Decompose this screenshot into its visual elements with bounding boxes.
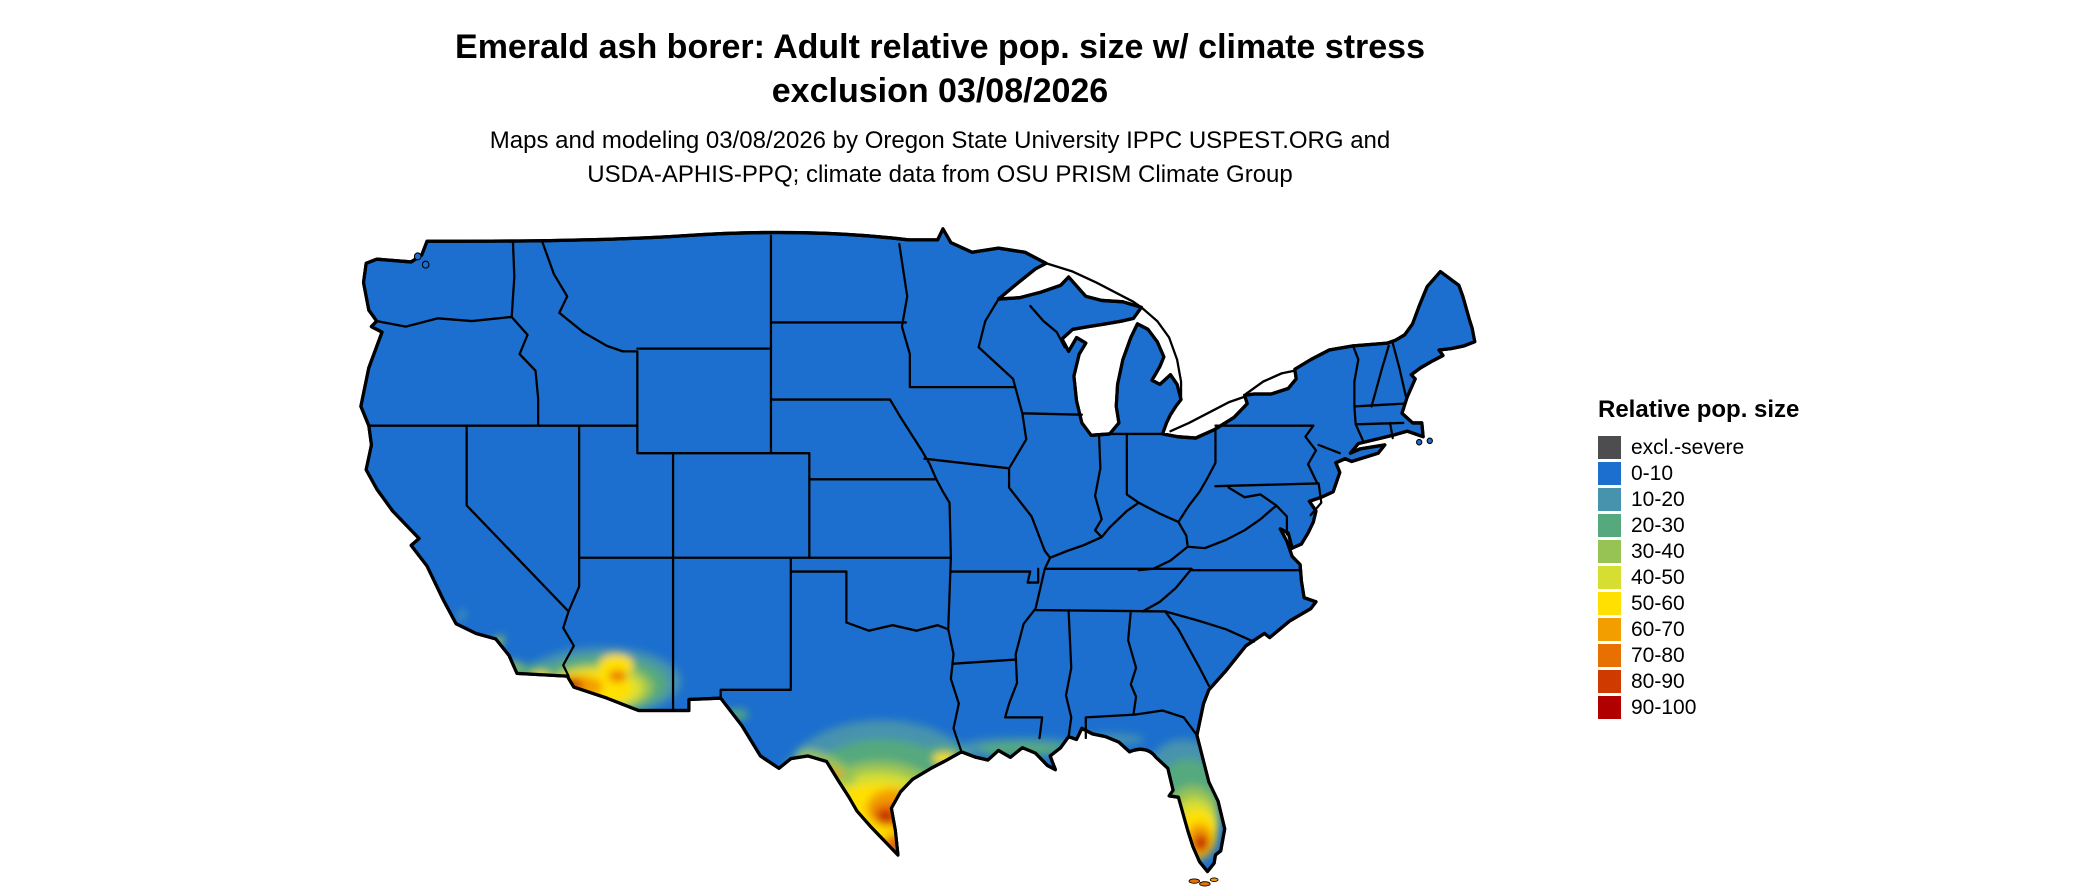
legend-label: 90-100 bbox=[1631, 695, 1697, 719]
map-subtitle-line2: USDA-APHIS-PPQ; climate data from OSU PR… bbox=[587, 160, 1293, 188]
legend-swatch-80-90 bbox=[1598, 670, 1621, 693]
map-title-line1: Emerald ash borer: Adult relative pop. s… bbox=[455, 28, 1425, 66]
legend-swatch-excl-severe bbox=[1598, 436, 1621, 459]
legend-swatch-0-10 bbox=[1598, 462, 1621, 485]
legend-swatch-30-40 bbox=[1598, 540, 1621, 563]
legend-label: 0-10 bbox=[1631, 461, 1674, 485]
legend-swatch-90-100 bbox=[1598, 696, 1621, 719]
legend-label: 30-40 bbox=[1631, 539, 1685, 563]
legend-label: 40-50 bbox=[1631, 565, 1685, 589]
legend-label: 20-30 bbox=[1631, 513, 1685, 537]
legend-item: 80-90 bbox=[1598, 670, 1928, 693]
legend-swatch-20-30 bbox=[1598, 514, 1621, 537]
map-title: Emerald ash borer: Adult relative pop. s… bbox=[300, 26, 1580, 113]
legend: Relative pop. size excl.-severe 0-10 10-… bbox=[1598, 396, 1928, 722]
legend-item: 60-70 bbox=[1598, 618, 1928, 641]
us-map bbox=[300, 200, 1570, 888]
legend-label: 80-90 bbox=[1631, 669, 1685, 693]
legend-item: 40-50 bbox=[1598, 566, 1928, 589]
legend-item: 50-60 bbox=[1598, 592, 1928, 615]
legend-label: 60-70 bbox=[1631, 617, 1685, 641]
legend-item: 10-20 bbox=[1598, 488, 1928, 511]
us-map-svg bbox=[359, 227, 1477, 887]
legend-label: 10-20 bbox=[1631, 487, 1685, 511]
map-subtitle-line1: Maps and modeling 03/08/2026 by Oregon S… bbox=[489, 127, 1391, 154]
legend-swatch-50-60 bbox=[1598, 592, 1621, 615]
legend-item: 30-40 bbox=[1598, 540, 1928, 563]
legend-item: excl.-severe bbox=[1598, 436, 1928, 459]
legend-swatch-70-80 bbox=[1598, 644, 1621, 667]
legend-swatch-10-20 bbox=[1598, 488, 1621, 511]
legend-item: 70-80 bbox=[1598, 644, 1928, 667]
legend-title: Relative pop. size bbox=[1598, 396, 1800, 423]
conus-outline bbox=[359, 227, 1477, 874]
legend-label: 50-60 bbox=[1631, 591, 1685, 615]
legend-label: excl.-severe bbox=[1631, 435, 1745, 459]
legend-swatch-60-70 bbox=[1598, 618, 1621, 641]
map-subtitle: Maps and modeling 03/08/2026 by Oregon S… bbox=[300, 124, 1580, 191]
state-borders bbox=[367, 234, 1408, 753]
great-lakes-border bbox=[1045, 262, 1296, 433]
map-title-line2: exclusion 03/08/2026 bbox=[771, 71, 1109, 110]
legend-item: 20-30 bbox=[1598, 514, 1928, 537]
legend-label: 70-80 bbox=[1631, 643, 1685, 667]
islands bbox=[413, 252, 1433, 887]
legend-item: 90-100 bbox=[1598, 696, 1928, 719]
legend-item: 0-10 bbox=[1598, 462, 1928, 485]
legend-swatch-40-50 bbox=[1598, 566, 1621, 589]
